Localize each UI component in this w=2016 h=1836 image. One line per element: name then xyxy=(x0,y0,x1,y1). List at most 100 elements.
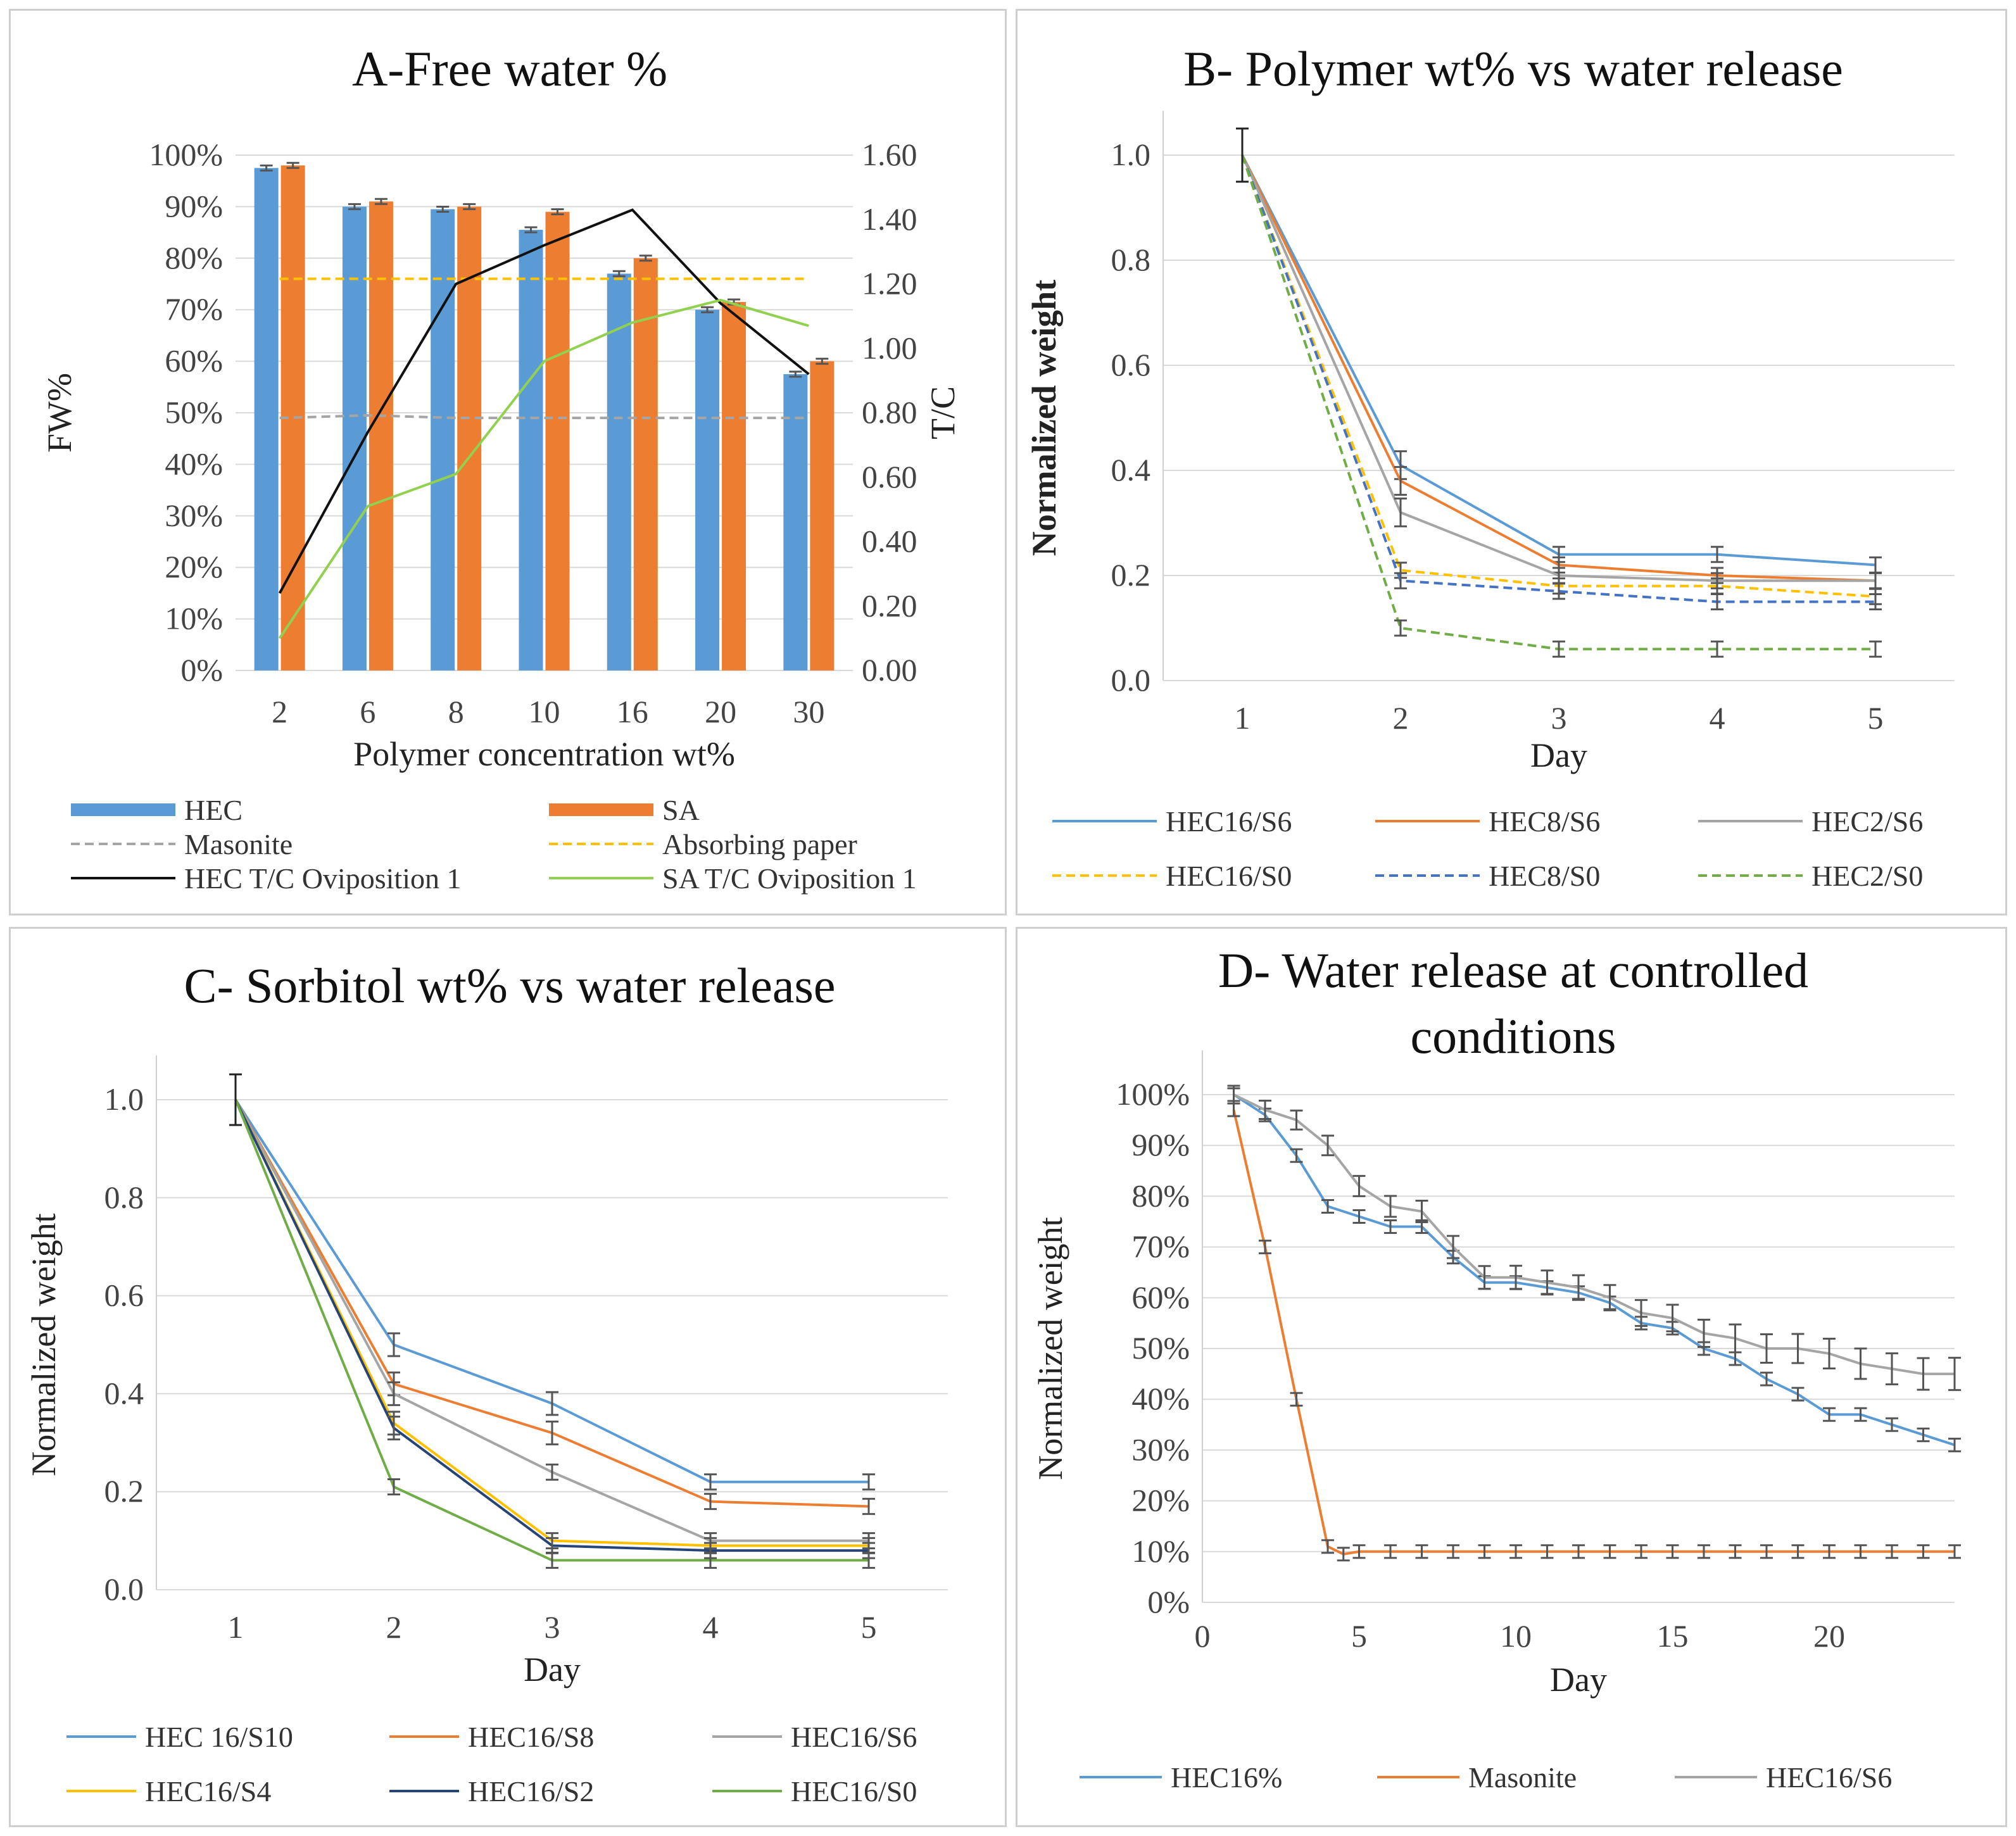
y-tick-b-0: 0.0 xyxy=(1111,662,1151,698)
x-tick-d-1: 5 xyxy=(1351,1618,1367,1654)
y-tick-a-7: 70% xyxy=(165,291,223,327)
line-masonite xyxy=(279,414,809,420)
y-tick-d-8: 80% xyxy=(1131,1178,1190,1213)
x-tick-d-2: 10 xyxy=(1500,1618,1532,1654)
y-tick-d-3: 30% xyxy=(1131,1431,1190,1467)
line-b-hec16-s0 xyxy=(1241,154,1876,598)
x-tick-a-6: 30 xyxy=(793,694,824,729)
y-tick-d-9: 90% xyxy=(1131,1127,1190,1162)
y-tick-a-5: 50% xyxy=(165,394,223,430)
line-b-hec8-s0 xyxy=(1241,154,1875,603)
chart-d-svg: D- Water release at controlled conditions… xyxy=(1031,943,1961,1794)
bar-hec-20 xyxy=(695,310,720,670)
bar-hec-16 xyxy=(607,274,631,671)
x-tick-b-0: 1 xyxy=(1235,700,1251,736)
line-d-hec16-s6 xyxy=(1233,1093,1955,1376)
x-tick-d-4: 20 xyxy=(1813,1618,1845,1654)
chart-d-title-line2: conditions xyxy=(1411,1009,1616,1064)
y-tick-a-4: 40% xyxy=(165,446,223,481)
legend-masonite-label: Masonite xyxy=(184,828,293,860)
y-tick-d-7: 70% xyxy=(1131,1229,1190,1264)
y-tick-a-1: 10% xyxy=(165,601,223,636)
legend-hec-swatch xyxy=(71,803,175,816)
y2-tick-a-6: 1.20 xyxy=(862,266,917,301)
bar-hec-2 xyxy=(254,168,279,671)
y-tick-d-1: 10% xyxy=(1131,1533,1190,1569)
y-tick-c-0: 0.0 xyxy=(104,1571,144,1607)
panel-c-sorbitol-water-release: C- Sorbitol wt% vs water release 0.0 0.2 0.… xyxy=(9,927,1007,1827)
chart-d-ylabel: Normalized weight xyxy=(1031,1217,1069,1480)
y2-tick-a-7: 1.40 xyxy=(862,201,917,237)
line-b-hec16-s6 xyxy=(1241,154,1876,567)
chart-a-xlabel: Polymer concentration wt% xyxy=(353,735,735,773)
x-tick-d-0: 0 xyxy=(1195,1618,1211,1654)
bar-sa-16 xyxy=(633,258,658,670)
y-tick-a-9: 90% xyxy=(165,188,223,223)
legend-absorbing-paper-label: Absorbing paper xyxy=(662,828,857,860)
legend-hec16-s0-label: HEC16/S0 xyxy=(791,1775,917,1808)
y-tick-d-4: 40% xyxy=(1131,1381,1190,1416)
chart-c-title: C- Sorbitol wt% vs water release xyxy=(184,958,836,1013)
legend-hec-16-s10-label: HEC 16/S10 xyxy=(145,1721,293,1753)
chart-b-title: B- Polymer wt% vs water release xyxy=(1183,41,1843,96)
legend-hec16-s0-label: HEC16/S0 xyxy=(1166,860,1292,892)
y-tick-b-2: 0.4 xyxy=(1111,452,1151,487)
y-tick-a-2: 20% xyxy=(165,549,223,584)
bar-sa-8 xyxy=(457,206,482,670)
chart-b-ylabel: Normalized weight xyxy=(1025,280,1063,556)
legend-hec8-s0-label: HEC8/S0 xyxy=(1489,860,1600,892)
x-tick-d-3: 15 xyxy=(1657,1618,1689,1654)
x-tick-a-2: 8 xyxy=(448,694,464,729)
chart-d-xlabel: Day xyxy=(1550,1661,1607,1699)
y-tick-d-2: 20% xyxy=(1131,1483,1190,1518)
legend-hec2-s0-label: HEC2/S0 xyxy=(1811,860,1923,892)
chart-c-ylabel: Normalized weight xyxy=(25,1213,63,1476)
x-tick-b-1: 2 xyxy=(1393,700,1409,736)
chart-c-xlabel: Day xyxy=(524,1651,581,1688)
x-tick-c-3: 4 xyxy=(703,1609,719,1645)
y-tick-a-0: 0% xyxy=(180,652,223,688)
chart-a-ylabel: FW% xyxy=(41,373,79,453)
line-sa-t-c-oviposition-1 xyxy=(278,298,809,639)
x-tick-c-4: 5 xyxy=(861,1609,877,1645)
x-tick-a-3: 10 xyxy=(529,694,560,729)
legend-hec16-s2-label: HEC16/S2 xyxy=(468,1775,594,1808)
line-d-hec16 xyxy=(1233,1093,1955,1447)
y-tick-b-3: 0.6 xyxy=(1111,347,1151,382)
y2-tick-a-1: 0.20 xyxy=(862,588,917,623)
bar-sa-6 xyxy=(369,201,393,670)
legend-masonite-label: Masonite xyxy=(1468,1761,1577,1794)
x-tick-a-0: 2 xyxy=(272,694,287,729)
y2-tick-a-2: 0.40 xyxy=(862,524,917,559)
chart-c-svg: C- Sorbitol wt% vs water release 0.0 0.2 0.… xyxy=(25,958,948,1808)
y-tick-b-1: 0.2 xyxy=(1111,557,1151,593)
legend-hec16-label: HEC16% xyxy=(1171,1761,1282,1794)
bar-sa-30 xyxy=(810,361,835,670)
legend-sa-t-c-oviposition-1-label: SA T/C Oviposition 1 xyxy=(662,862,917,895)
bar-hec-10 xyxy=(519,230,543,670)
legend-hec16-s6-label: HEC16/S6 xyxy=(1166,805,1292,838)
y-tick-d-6: 60% xyxy=(1131,1280,1190,1315)
y-tick-d-10: 100% xyxy=(1116,1076,1190,1112)
legend-hec2-s6-label: HEC2/S6 xyxy=(1811,805,1923,838)
x-tick-b-3: 4 xyxy=(1710,700,1725,736)
chart-a-svg: A-Free water % 0% 10% 20% 30% 40% 50% 60% 70% 80%… xyxy=(41,41,962,895)
legend-hec16-s8-label: HEC16/S8 xyxy=(468,1721,594,1753)
bar-sa-10 xyxy=(545,211,570,670)
y-tick-a-6: 60% xyxy=(165,343,223,379)
x-tick-a-1: 6 xyxy=(360,694,375,729)
legend-hec-label: HEC xyxy=(184,794,243,826)
y-tick-b-5: 1.0 xyxy=(1111,137,1151,172)
legend-hec16-s6-label: HEC16/S6 xyxy=(1766,1761,1892,1794)
bar-hec-30 xyxy=(783,374,808,670)
bar-hec-8 xyxy=(431,209,455,671)
y-tick-c-2: 0.4 xyxy=(104,1375,144,1411)
y-tick-b-4: 0.8 xyxy=(1111,242,1151,277)
legend-hec16-s6-label: HEC16/S6 xyxy=(791,1721,917,1753)
y2-tick-a-3: 0.60 xyxy=(862,459,917,494)
y2-tick-a-0: 0.00 xyxy=(862,652,917,688)
bar-hec-6 xyxy=(342,206,367,670)
line-d-masonite xyxy=(1232,1109,1955,1556)
x-tick-c-0: 1 xyxy=(228,1609,244,1645)
panel-b-polymer-water-release: B- Polymer wt% vs water release 0.0 0.2 0.4… xyxy=(1016,9,2007,915)
